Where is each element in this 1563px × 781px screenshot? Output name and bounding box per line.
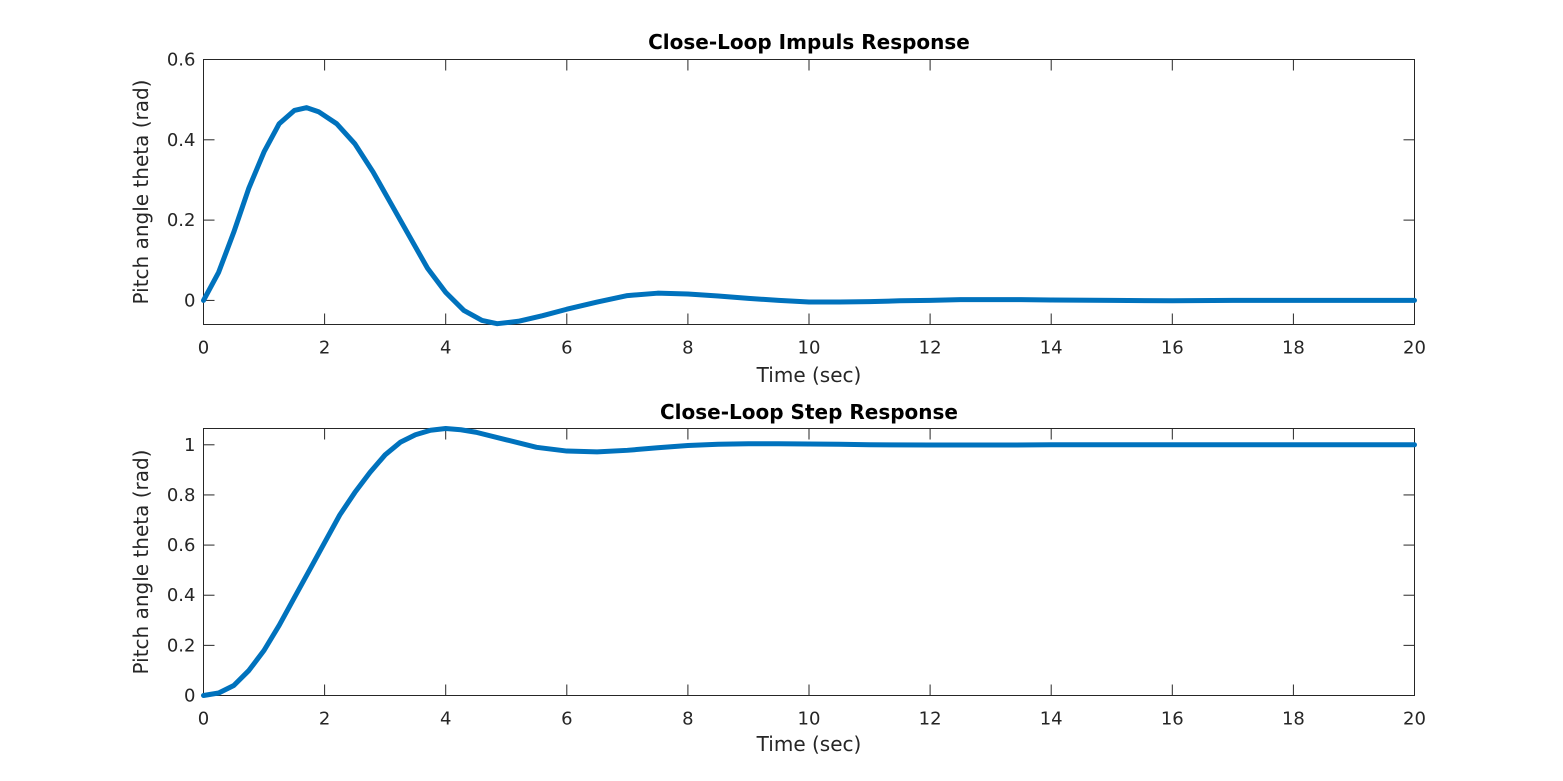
impulse-y-tick-label: 0 (184, 290, 195, 311)
impulse-plot-frame (203, 59, 1415, 325)
step-y-tick-label: 0.4 (167, 585, 196, 606)
impulse-x-tick-label: 16 (1161, 338, 1184, 359)
step-x-tick-label: 12 (919, 709, 942, 730)
impulse-y-tick-label: 0.2 (167, 210, 196, 231)
impulse-x-tick-label: 6 (561, 338, 572, 359)
step-series-line (201, 426, 1417, 698)
impulse-x-tick-label: 18 (1282, 338, 1305, 359)
step-ticks: 0 2 4 6 8 10 12 14 16 18 20 0 0.2 0.4 0.6 0.8 1 (167, 428, 1426, 730)
step-x-tick-label: 2 (319, 709, 330, 730)
step-y-tick-label: 0.6 (167, 535, 196, 556)
impulse-y-axis-label: Pitch angle theta (rad) (129, 80, 153, 305)
step-x-tick-label: 14 (1040, 709, 1063, 730)
step-response-axes: Close-Loop Step Response Time (sec) Pitc… (129, 400, 1426, 756)
impulse-y-tick-label: 0.6 (167, 50, 196, 71)
step-y-tick-label: 1 (184, 435, 195, 456)
impulse-chart-title: Close-Loop Impuls Response (648, 30, 970, 54)
impulse-x-tick-label: 8 (682, 338, 693, 359)
impulse-response-axes: Close-Loop Impuls Response Time (sec) Pi… (129, 30, 1426, 387)
step-y-axis-label: Pitch angle theta (rad) (129, 450, 153, 675)
step-y-tick-label: 0.8 (167, 485, 196, 506)
step-x-tick-label: 6 (561, 709, 572, 730)
impulse-ticks: 0 2 4 6 8 10 12 14 16 18 20 0 0.2 0.4 0.6 (167, 50, 1426, 359)
impulse-x-axis-label: Time (sec) (756, 363, 862, 387)
impulse-x-tick-label: 4 (440, 338, 451, 359)
step-x-tick-label: 20 (1403, 709, 1426, 730)
impulse-x-tick-label: 14 (1040, 338, 1063, 359)
impulse-x-tick-label: 2 (319, 338, 330, 359)
step-x-tick-label: 18 (1282, 709, 1305, 730)
impulse-x-tick-label: 12 (919, 338, 942, 359)
step-x-tick-label: 16 (1161, 709, 1184, 730)
step-chart-title: Close-Loop Step Response (660, 400, 958, 424)
impulse-y-tick-label: 0.4 (167, 130, 196, 151)
step-x-axis-label: Time (sec) (756, 732, 862, 756)
step-x-tick-label: 10 (798, 709, 821, 730)
impulse-x-tick-label: 10 (798, 338, 821, 359)
step-x-tick-label: 0 (198, 709, 209, 730)
step-plot-frame (203, 428, 1415, 696)
step-x-tick-label: 8 (682, 709, 693, 730)
step-y-tick-label: 0.2 (167, 635, 196, 656)
step-x-tick-label: 4 (440, 709, 451, 730)
impulse-x-tick-label: 0 (198, 338, 209, 359)
step-y-tick-label: 0 (184, 686, 195, 707)
impulse-series-line (201, 105, 1417, 327)
impulse-x-tick-label: 20 (1403, 338, 1426, 359)
